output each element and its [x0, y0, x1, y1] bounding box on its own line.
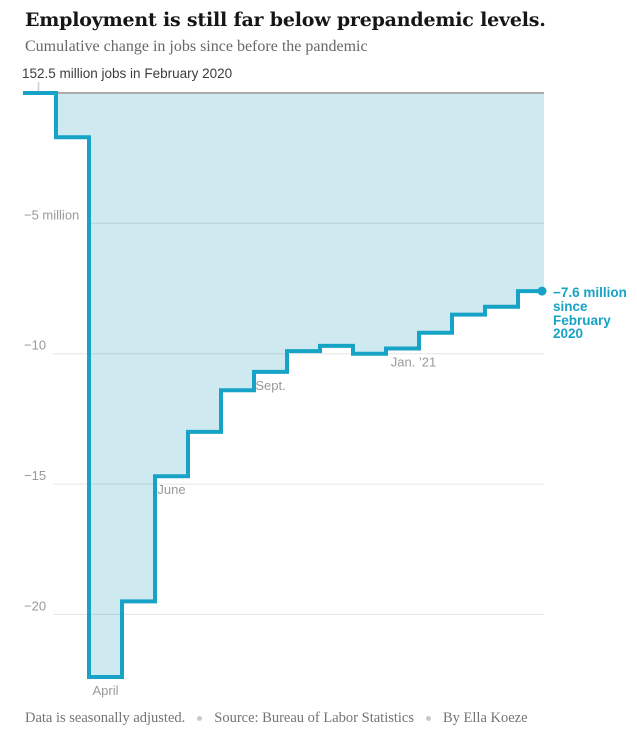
end-annotation-line: since [553, 298, 588, 314]
x-tick-label: June [157, 482, 185, 497]
chart-title: Employment is still far below prepandemi… [25, 9, 546, 31]
separator-dot-icon [426, 716, 431, 721]
footer: Data is seasonally adjusted. Source: Bur… [25, 710, 528, 727]
y-tick-label: −15 [24, 468, 46, 483]
end-annotation-line: February [553, 312, 611, 328]
end-dot [537, 286, 547, 296]
y-tick-label: −20 [24, 598, 46, 613]
footer-source: Source: Bureau of Labor Statistics [214, 710, 414, 726]
x-tick-label: April [92, 683, 118, 698]
y-tick-label: −5 million [24, 207, 79, 222]
baseline-annotation: 152.5 million jobs in February 2020 [22, 66, 233, 81]
footer-byline: By Ella Koeze [443, 710, 528, 726]
chart-subtitle: Cumulative change in jobs since before t… [25, 38, 368, 55]
step-line [23, 91, 544, 679]
x-tick-label: Jan. ’21 [391, 355, 437, 370]
y-tick-label: −10 [24, 338, 46, 353]
footer-note: Data is seasonally adjusted. [25, 710, 186, 726]
end-annotation-line: 2020 [553, 326, 584, 342]
separator-dot-icon [197, 716, 203, 721]
x-tick-label: Sept. [255, 378, 285, 393]
end-annotation-line: −7.6 million [553, 285, 627, 300]
end-annotation: −7.6 million since February 2020 [553, 286, 633, 341]
